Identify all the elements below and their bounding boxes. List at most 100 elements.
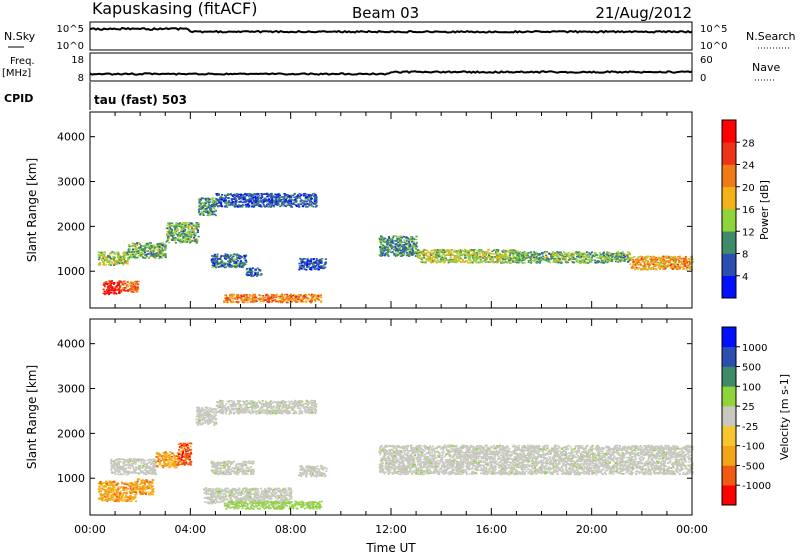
data-cell [242,262,244,265]
data-cell [450,249,453,252]
data-cell [109,281,112,283]
data-cell [474,258,477,260]
data-cell [229,300,232,303]
data-cell [121,481,123,484]
data-cell [102,494,105,497]
data-cell [315,296,317,298]
data-cell [147,243,149,245]
data-cell [439,258,442,261]
data-cell [197,229,199,231]
data-cell [524,254,526,257]
data-cell [317,295,320,297]
data-cell [227,200,230,203]
data-cell [275,200,278,203]
data-cell [312,262,315,264]
data-cell [237,194,239,197]
data-cell [405,247,408,249]
data-cell [215,261,218,264]
data-cell [125,492,128,495]
data-cell [103,259,106,262]
data-cell [408,252,411,254]
data-cell [137,256,140,259]
data-cell [185,232,188,235]
data-cell [676,268,679,271]
data-cell [142,248,145,250]
data-cell [207,206,210,209]
data-cell [174,231,177,233]
data-cell [247,270,250,273]
data-cell [258,299,261,301]
data-cell [542,252,545,254]
data-cell [183,224,186,226]
data-cell [450,260,453,263]
data-cell [301,258,304,261]
data-cell [208,200,211,203]
data-cell [553,261,556,263]
data-cell [313,192,316,195]
data-cell [254,195,257,198]
data-cell [215,264,218,267]
data-cell [192,225,195,227]
data-cell [264,197,267,199]
data-cell [657,261,660,264]
data-cell [229,192,232,195]
data-cell [229,255,231,257]
data-cell [118,495,120,497]
data-cell [140,244,142,247]
data-cell [563,258,566,260]
data-cell [195,226,198,228]
data-cell [487,252,490,255]
data-cell [308,264,311,266]
data-cell [141,256,144,258]
data-cell [403,241,406,244]
data-cell [384,253,387,256]
data-cell [125,262,127,265]
data-cell [411,244,413,246]
data-cell [304,196,307,199]
data-cell [237,196,240,199]
data-cell [572,256,575,259]
data-cell [197,226,200,228]
data-cell [478,253,481,255]
data-cell [523,256,525,258]
data-cell [213,213,216,216]
data-cell [209,212,212,214]
data-cell [150,244,153,247]
data-cell [168,241,171,244]
data-cell [428,251,431,254]
data-cell [492,260,494,263]
data-cell [218,198,221,201]
data-cell [271,299,274,302]
data-cell [161,242,164,244]
data-cell [503,256,505,258]
data-cell [269,193,272,195]
data-cell [242,194,245,196]
data-cell [136,485,139,487]
data-cell [589,259,592,262]
data-cell [209,208,212,211]
data-cell [112,499,115,502]
data-cell [162,254,165,257]
data-cell [100,483,103,485]
data-cell [131,256,134,259]
data-cell [574,252,577,255]
data-cell [105,496,108,499]
data-cell [168,222,171,225]
data-cell [443,261,446,264]
data-cell [136,487,139,489]
data-cell [438,249,441,251]
data-cell [194,234,197,237]
data-cell [144,247,147,249]
data-cell [592,254,595,257]
data-cell [231,293,234,296]
data-cell [320,296,323,299]
data-cell [177,223,180,225]
data-cell [292,294,295,297]
data-cell [630,259,633,261]
data-cell [240,294,243,297]
data-cell [497,259,500,262]
data-cell [120,281,123,283]
data-cell [100,254,103,257]
data-cell [664,267,667,270]
data-cell [484,261,487,263]
